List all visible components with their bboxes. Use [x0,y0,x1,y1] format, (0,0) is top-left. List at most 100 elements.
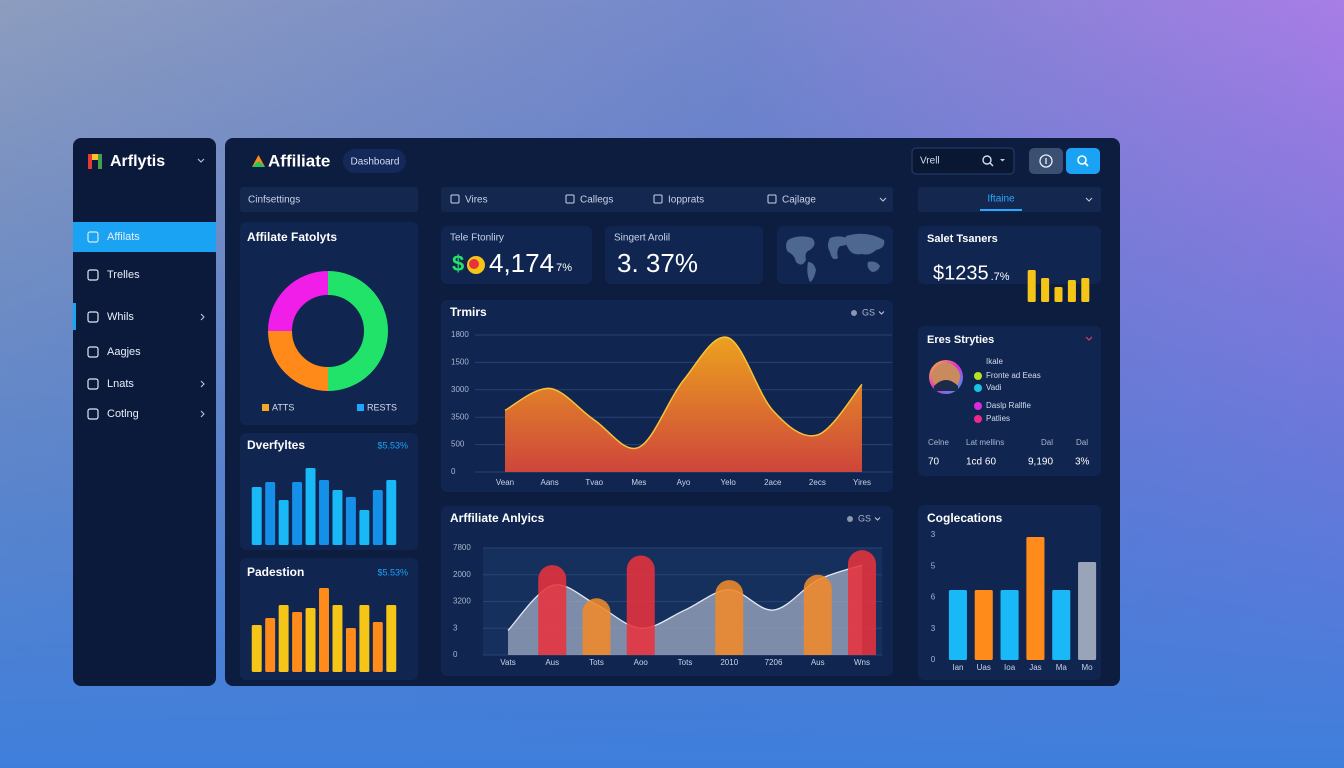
tab-icon [565,194,575,204]
period-chevron[interactable] [1085,197,1093,202]
bar [345,628,356,672]
bar [1067,280,1076,302]
y-axis-label: 3 [453,623,458,632]
x-axis-label: Ayo [677,478,691,487]
menu-icon [87,378,99,390]
chart-title: Padestion [247,565,304,579]
table-header: Celne [928,438,949,447]
y-axis-label: 3200 [453,597,471,606]
legend-label: RESTS [367,402,397,412]
tab-label[interactable]: Iopprats [668,195,704,206]
bar [626,555,655,655]
bar [345,497,356,545]
settings-label[interactable]: Cinfsettings [248,195,300,206]
table-value: 3% [1075,457,1090,468]
menu-label[interactable]: Aagjes [107,346,141,358]
kpi-label: Salet Tsaners [927,233,998,245]
legend-swatch [357,404,364,411]
menu-label[interactable]: Affilats [107,231,140,243]
kpi-icon: $ [452,251,464,276]
donut-segment [268,271,329,332]
legend-dot [974,384,982,392]
tab-label[interactable]: Callegs [580,195,613,206]
donut-segment [268,330,329,391]
y-axis-label: 1800 [451,330,469,339]
x-axis-label: Tots [589,658,604,667]
sidebar [73,138,216,686]
search-chevron[interactable] [1000,159,1005,162]
kpi-value: 4,174 [489,248,554,278]
period-dropdown[interactable] [918,187,1101,212]
menu-icon [87,408,99,420]
card [918,226,1101,284]
tab-bar [441,187,893,212]
legend-swatch [262,404,269,411]
chart-title: Dverfyltes [247,438,305,452]
submenu-chevron[interactable] [200,410,205,418]
sidebar-brand: Arflytis [110,153,165,170]
menu-label[interactable]: Whils [107,311,134,323]
legend-label: Daslp Rallfie [986,401,1031,410]
y-axis-label: 0 [453,650,458,659]
bar [386,605,397,672]
control-chevron[interactable] [874,517,881,521]
tab-label[interactable]: Vires [465,195,488,206]
bar [372,622,383,672]
y-axis-label: 2000 [453,570,471,579]
chart-control[interactable]: GS [862,307,875,317]
search-box[interactable] [911,147,1015,175]
x-axis-label: 7206 [765,658,783,667]
menu-accent [73,303,76,330]
chart-value: $5.53% [377,567,408,577]
x-axis-label: Aus [811,658,825,667]
bar [848,550,876,655]
brand-chevron[interactable] [197,158,205,163]
y-axis-label: 500 [451,440,465,449]
menu-label[interactable]: Cotlng [107,408,139,420]
search-button[interactable] [1066,148,1100,174]
tab-bar-chevron[interactable] [879,197,887,202]
bar [251,487,262,545]
x-axis-label: Ma [1056,663,1068,672]
menu-label[interactable]: Lnats [107,378,134,390]
y-axis-label: 0 [451,467,456,476]
kpi-coin-inner [469,259,479,269]
period-label[interactable]: Iftaine [987,194,1015,205]
tab-label[interactable]: Cajlage [782,195,816,206]
control-chevron[interactable] [878,311,885,315]
stats-chevron[interactable] [1085,336,1093,341]
legend-label: Vadi [986,383,1002,392]
bar [319,588,329,672]
chart-title: Trmirs [450,305,487,319]
legend-dot [974,415,982,423]
donut-segment [327,271,388,391]
submenu-chevron[interactable] [200,313,205,321]
info-icon [1039,154,1053,168]
header-tab[interactable] [343,149,406,173]
y-axis-label: 7800 [453,543,471,552]
y-axis-label: 3500 [451,412,469,421]
bar [359,510,370,545]
chart-control[interactable]: GS [858,513,871,523]
table-header: Dal [1041,438,1053,447]
world-map [786,233,885,282]
tab-icon [767,194,777,204]
x-axis-label: Vats [500,658,515,667]
submenu-chevron[interactable] [200,380,205,388]
kpi-value: 3. 37% [617,248,698,278]
stats-title: Eres Stryties [927,334,994,346]
x-axis-label: Vean [496,478,514,487]
bar [582,598,611,655]
control-dot [847,516,853,522]
menu-icon [87,231,99,243]
menu-label[interactable]: Trelles [107,269,140,281]
y-axis-label: 0 [931,655,936,664]
bar [292,612,303,672]
kpi-value: $1235 [933,262,989,284]
kpi-suffix: 7% [556,262,572,274]
search-button-icon [1077,155,1089,167]
header-tab-label[interactable]: Dashboard [351,157,400,168]
settings-dropdown[interactable] [240,187,418,212]
search-text[interactable]: Vrell [920,156,940,167]
